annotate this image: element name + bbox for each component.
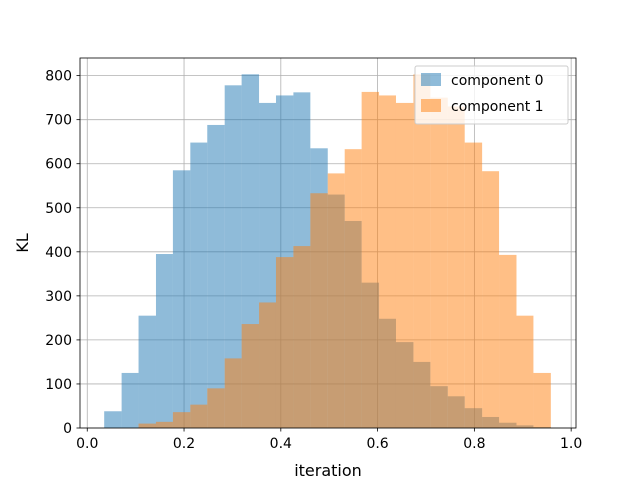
bar-component-0-bin-6 [207, 124, 225, 428]
x-tick-label-3: 0.6 [366, 436, 388, 452]
bar-component-1-bin-7 [224, 358, 242, 428]
bar-component-0-bin-5 [190, 142, 208, 429]
bar-component-1-bin-25 [533, 372, 551, 428]
bar-component-1-bin-22 [482, 171, 500, 428]
x-tick-label-2: 0.4 [270, 436, 292, 452]
y-tick-label-1: 100 [45, 377, 72, 393]
bar-component-0-bin-1 [121, 372, 139, 428]
x-tick-label-5: 1.0 [560, 436, 582, 452]
legend-label-component-1: component 1 [451, 99, 544, 115]
legend-label-component-0: component 0 [451, 73, 544, 89]
bar-component-1-bin-20 [447, 106, 465, 428]
bar-component-1-bin-6 [207, 388, 225, 428]
bar-component-0-bin-0 [104, 411, 122, 428]
bar-component-1-bin-3 [155, 421, 173, 428]
y-tick-label-3: 300 [45, 289, 72, 305]
x-axis-label: iteration [294, 461, 362, 480]
y-tick-label-2: 200 [45, 333, 72, 349]
bar-component-0-bin-2 [138, 315, 156, 428]
y-tick-label-8: 800 [45, 69, 72, 85]
x-tick-label-1: 0.2 [173, 436, 195, 452]
bar-component-1-bin-15 [361, 91, 380, 429]
legend-swatch-component-0 [421, 73, 441, 86]
bar-component-1-bin-9 [259, 302, 276, 428]
bar-component-1-bin-11 [293, 246, 311, 428]
y-tick-label-7: 700 [45, 113, 72, 129]
bar-component-1-bin-24 [516, 315, 534, 428]
plot-frame [79, 57, 577, 429]
bar-component-1-bin-23 [499, 254, 517, 428]
bar-component-1-bin-8 [241, 324, 260, 428]
bar-component-1-bin-18 [413, 74, 431, 429]
y-axis-label: KL [13, 233, 32, 252]
bar-component-1-bin-17 [395, 102, 414, 428]
bar-component-1-bin-4 [172, 412, 191, 428]
x-tick-label-0: 0.0 [76, 436, 98, 452]
y-tick-label-6: 600 [45, 157, 72, 173]
bar-component-1-bin-2 [138, 423, 156, 428]
bar-component-1-bin-10 [275, 257, 294, 428]
bar-component-1-bin-21 [464, 142, 483, 429]
x-tick-label-4: 0.8 [463, 436, 485, 452]
legend: component 0 component 1 [414, 65, 569, 125]
y-tick-label-0: 0 [63, 421, 72, 437]
bar-component-0-bin-7 [224, 85, 242, 429]
bar-component-1-bin-14 [344, 149, 362, 428]
histogram-bars [104, 74, 551, 429]
legend-box [414, 65, 569, 125]
bar-component-0-bin-4 [172, 170, 191, 429]
bar-component-1-bin-16 [379, 95, 396, 428]
bar-component-1-bin-5 [190, 404, 208, 428]
y-tick-label-5: 500 [45, 201, 72, 217]
bar-component-1-bin-19 [430, 97, 448, 429]
legend-swatch-component-1 [421, 99, 441, 112]
y-tick-label-4: 400 [45, 245, 72, 261]
axis-ticks: 0.0 0.2 0.4 0.6 0.8 1.0 0 100 200 300 400 500 600 700… [45, 69, 582, 452]
bar-component-1-bin-12 [310, 193, 328, 428]
bar-component-0-bin-3 [155, 254, 173, 428]
bar-component-1-bin-13 [327, 173, 345, 428]
